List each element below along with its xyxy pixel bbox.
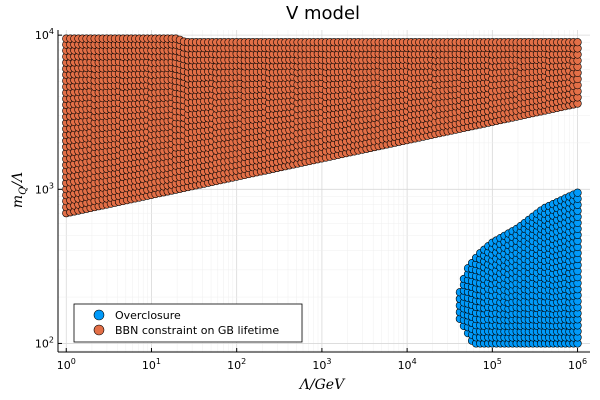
series-overclosure <box>455 188 582 348</box>
data-point <box>573 188 582 197</box>
x-axis-label: Λ/GeV <box>298 377 346 393</box>
legend-label: BBN constraint on GB lifetime <box>115 324 279 337</box>
legend: Overclosure BBN constraint on GB lifetime <box>73 303 303 343</box>
legend-label: Overclosure <box>115 309 181 322</box>
data-point <box>573 38 582 47</box>
data-series <box>62 34 582 348</box>
series-bbn-constraint <box>62 34 582 218</box>
legend-marker <box>93 309 105 321</box>
chart-title: V model <box>286 3 360 24</box>
legend-marker <box>93 324 105 336</box>
